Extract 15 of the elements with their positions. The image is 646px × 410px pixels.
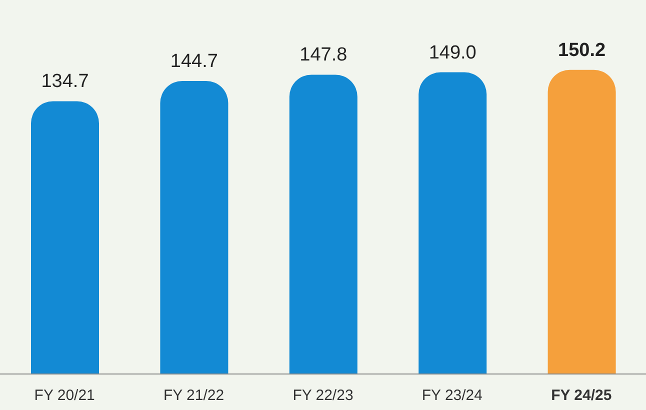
x-tick-label: FY 21/22	[163, 387, 224, 404]
x-tick-label: FY 23/24	[422, 387, 483, 404]
data-label: 147.8	[300, 44, 348, 66]
data-label: 134.7	[41, 71, 89, 92]
bar	[160, 80, 228, 374]
x-tick-label: FY 22/23	[292, 387, 354, 404]
data-label: 149.0	[428, 42, 476, 64]
bar	[31, 101, 99, 374]
bar	[289, 74, 358, 374]
bar	[418, 72, 487, 374]
data-label: 150.2	[558, 40, 606, 61]
data-label: 144.7	[170, 50, 218, 72]
x-tick-label: FY 24/25	[551, 387, 612, 404]
x-tick-label: FY 20/21	[34, 387, 95, 404]
bar	[548, 70, 616, 374]
